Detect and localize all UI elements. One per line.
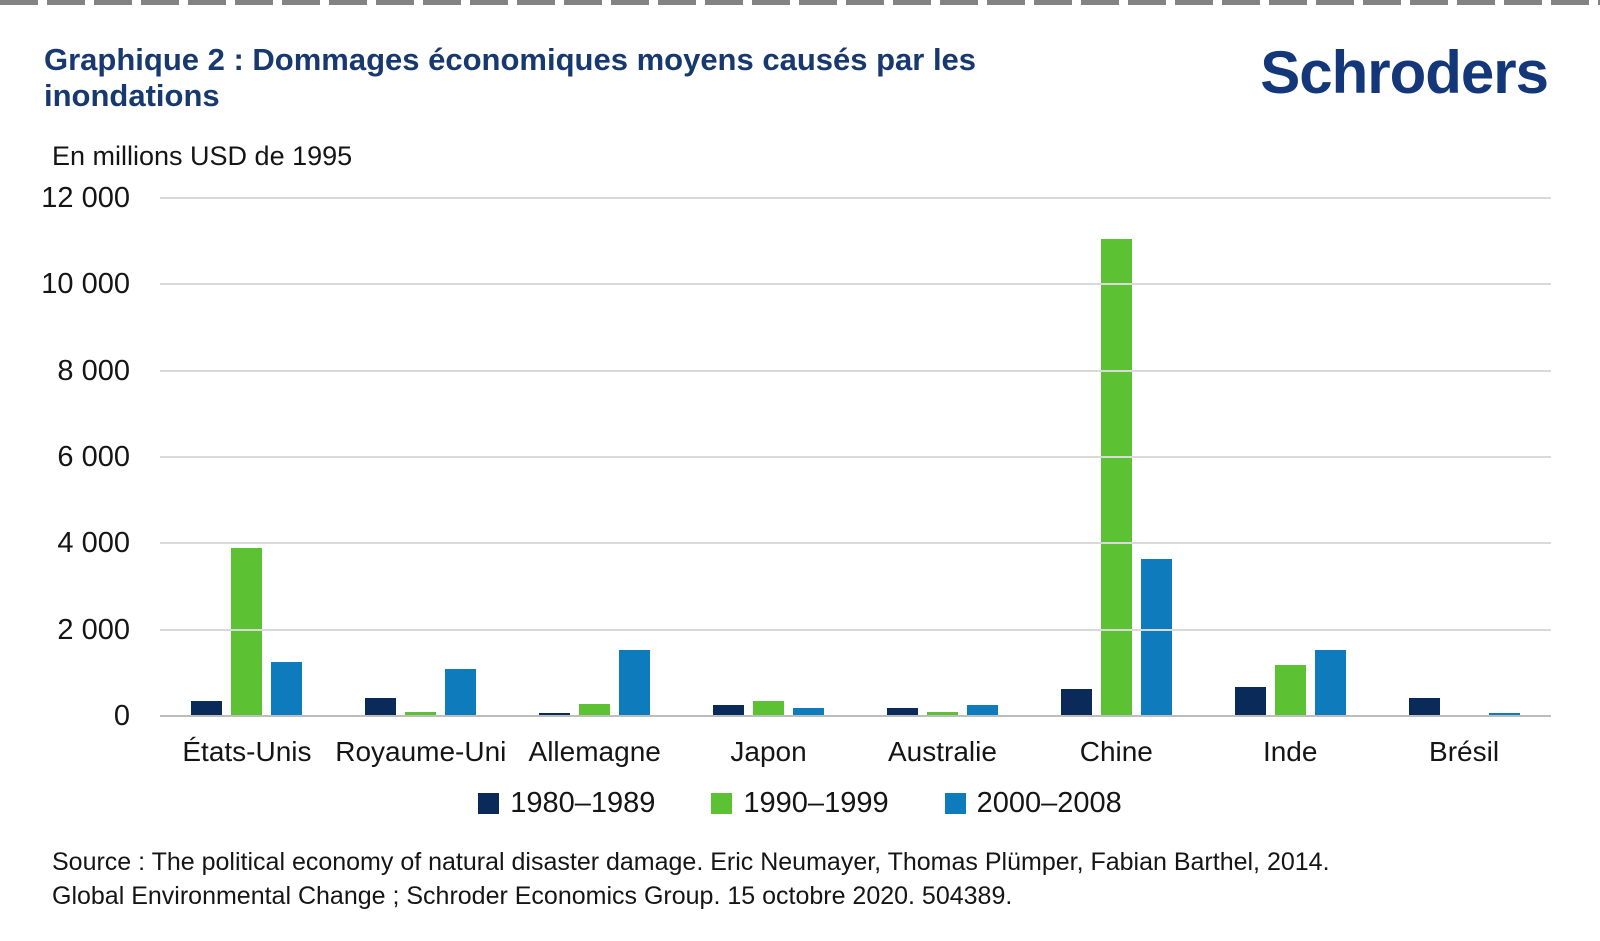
bar [191,700,223,716]
x-axis-label: Chine [1079,736,1153,767]
x-axis: États-Unis Royaume-Uni Allemagne Japon Austr… [160,736,1551,768]
x-axis-label: Inde [1262,736,1318,767]
legend-swatch [711,793,733,814]
bar-group [1203,198,1377,716]
x-axis-label: Allemagne [528,736,661,767]
bar-group [1029,198,1203,716]
x-axis-label: Australie [887,736,997,767]
bar [1274,665,1306,716]
y-axis-tick-label: 12 000 [41,182,130,214]
bar [405,712,437,716]
bar [926,712,958,716]
bar-group [334,198,508,716]
bar-groups-container [160,198,1551,716]
page-title: Graphique 2 : Dommages économiques moyen… [44,42,977,113]
y-axis: 12 000 10 000 8 000 6 000 4 000 2 000 0 [30,182,130,732]
x-axis-label: Royaume-Uni [335,736,507,767]
bar-group [682,198,856,716]
gridline [160,283,1551,286]
gridline [160,542,1551,545]
legend-item: 1990–1999 [711,787,889,820]
bar [1314,650,1346,716]
bar [753,701,785,716]
legend-swatch [478,793,500,814]
bar [271,661,303,716]
y-axis-tick-label: 10 000 [41,268,130,301]
y-axis-unit-label: En millions USD de 1995 [52,141,353,171]
bar-group [508,198,682,716]
bar [231,547,263,716]
bar [793,708,825,716]
source-line-1: Source : The political economy of natura… [52,848,1330,876]
legend-label: 1980–1989 [510,787,656,819]
plot-area [160,197,1551,717]
gridline [160,197,1551,199]
gridline [160,715,1551,717]
bar [966,705,998,716]
schroders-logo: Schroders [1260,39,1549,106]
source-text: Source : The political economy of natura… [52,845,1452,913]
bar-group [856,198,1030,716]
y-axis-tick-label: 8 000 [57,354,130,387]
y-axis-tick-label: 2 000 [57,613,130,646]
bar [1234,686,1266,716]
bar [713,705,745,716]
top-edge-artifact [0,0,1600,5]
bar [1488,712,1520,716]
gridline [160,369,1551,372]
bar [1100,239,1132,716]
y-axis-tick-label: 6 000 [57,441,130,473]
gridline [160,456,1551,458]
bar [1140,559,1172,716]
legend-label: 1990–1999 [743,787,889,819]
bar-group [160,198,334,716]
source-line-2: Global Environmental Change ; Schroder E… [52,882,1013,910]
legend-label: 2000–2008 [976,787,1122,819]
y-axis-tick-label: 4 000 [57,527,130,560]
bar [1060,688,1092,716]
x-axis-label: Japon [730,736,807,767]
x-axis-label: États-Unis [182,736,312,767]
bar [619,650,651,716]
legend-swatch [944,793,966,814]
bar [445,669,477,716]
legend-item: 1980–1989 [478,787,655,820]
x-axis-label: Brésil [1429,736,1500,767]
legend: 1980–1989 1990–1999 2000–2008 [0,787,1600,820]
bar [539,713,571,716]
bar [1408,698,1440,716]
gridline [160,628,1551,631]
bar [579,703,611,716]
legend-item: 2000–2008 [944,787,1122,820]
bar [365,697,397,716]
bar [886,708,918,716]
y-axis-tick-label: 0 [113,700,130,732]
bar-group [1377,198,1551,716]
